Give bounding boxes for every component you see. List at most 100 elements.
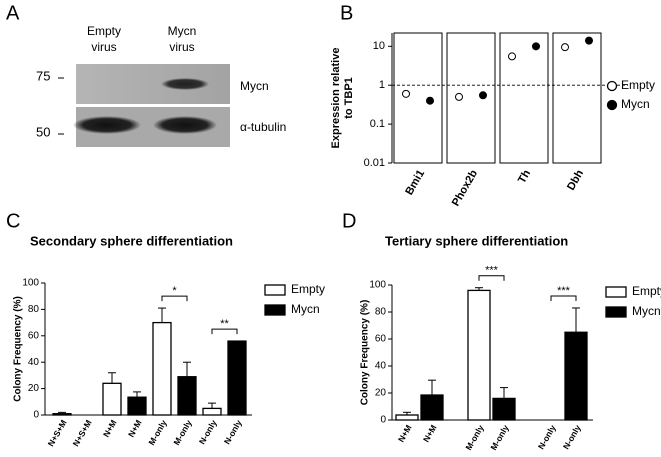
x-tick-label: Dbh [565,168,586,193]
lane-label: virus [91,40,116,54]
bar [467,289,491,421]
y-tick-label: 100 [22,278,39,289]
y-tick-label: 20 [28,383,40,394]
x-tick-label: Th [516,168,533,186]
chart-title: Secondary sphere differentiation [30,233,233,248]
significance-label: * [172,285,177,297]
x-tick-label: N-only [197,418,219,446]
x-tick-label: N-only [561,423,583,451]
x-tick-label: M-only [463,423,485,452]
bar [127,396,147,416]
data-point [508,52,516,61]
y-tick-label: 0.01 [364,157,385,169]
significance-bracket [478,275,505,281]
category-box [499,32,549,164]
y-tick-label: 1 [379,79,385,91]
significance-label: *** [485,265,499,277]
significance-bracket [550,295,577,301]
y-axis-label: Colony Frequency (%) [360,300,371,406]
x-tick-label: N+M [396,423,414,444]
legend-label: Mycn [291,302,320,316]
blot-band [161,78,209,90]
x-tick-label: Phox2b [450,168,480,209]
band-label: Mycn [240,79,269,93]
y-tick-label: 40 [375,361,387,372]
data-point [402,89,410,98]
y-tick-label: 80 [375,307,387,318]
x-tick-label: M-only [171,418,193,447]
size-marker: 75 [36,68,50,83]
x-tick-label: N-only [536,423,558,451]
x-tick-label: M-only [146,418,168,447]
bar [395,414,419,421]
bar [152,321,172,416]
y-tick-label: 0 [33,410,39,421]
bar [177,376,197,416]
y-axis-label: Colony Frequency (%) [13,296,24,402]
y-tick-label: 60 [375,334,387,345]
legend-swatch [264,304,286,316]
panel-letter: D [342,210,356,232]
panel-letter: A [6,2,20,24]
lane-label: Mycn [168,24,197,38]
blot-band [73,116,141,134]
bar [492,397,516,421]
x-tick-label: N+M [421,423,439,444]
x-tick-label: N+S+M [71,418,94,448]
bar [202,407,222,416]
western-blot: Empty virus Mycn virus 75 50 Mycn α-tubu… [36,24,286,147]
legend-swatch [605,306,627,318]
x-tick-label: M-only [488,423,510,452]
x-tick-label: Bmi1 [403,168,427,197]
data-point [455,92,463,101]
data-point [426,96,434,105]
panel-letter: B [340,2,353,24]
legend-label: Empty [632,284,661,298]
legend-label: Mycn [632,304,661,318]
bar [564,331,588,421]
y-tick-label: 100 [369,280,386,291]
y-tick-label: 0.1 [370,118,385,130]
chart-title: Tertiary sphere differentiation [385,233,568,248]
data-point [532,42,540,51]
legend-swatch [264,284,286,296]
y-tick-label: 10 [373,40,385,52]
lane-label: Empty [87,24,121,38]
y-axis-label: to TBP1 [343,77,355,119]
category-box [552,32,602,164]
significance-label: ** [220,318,229,330]
legend-swatch [605,286,627,298]
legend-label: Mycn [621,97,650,111]
data-point [585,36,593,45]
lane-label: virus [169,40,194,54]
y-tick-label: 40 [28,357,40,368]
bar [420,394,444,421]
category-box [446,32,496,164]
bar [52,413,72,416]
x-tick-label: N+M [101,418,119,439]
y-tick-label: 0 [380,415,386,426]
panel-letter: C [6,210,20,232]
x-tick-label: N+M [126,418,144,439]
band-label: α-tubulin [240,120,286,134]
category-box [393,32,443,164]
legend-label: Empty [621,78,655,92]
y-axis-label: Expression relative [330,48,342,149]
significance-bracket [211,328,238,335]
legend-label: Empty [291,282,325,296]
size-marker: 50 [36,124,50,139]
significance-label: *** [557,285,571,297]
y-tick-label: 60 [28,330,40,341]
data-point [561,43,569,52]
legend-marker [606,99,618,111]
bar [102,382,122,416]
x-tick-label: N-only [222,418,244,446]
bar [227,340,247,416]
y-tick-label: 20 [375,388,387,399]
legend-marker [606,80,618,92]
x-tick-label: N+S+M [46,418,69,448]
significance-bracket [161,295,188,302]
data-point [479,91,487,100]
blot-band [153,116,217,134]
